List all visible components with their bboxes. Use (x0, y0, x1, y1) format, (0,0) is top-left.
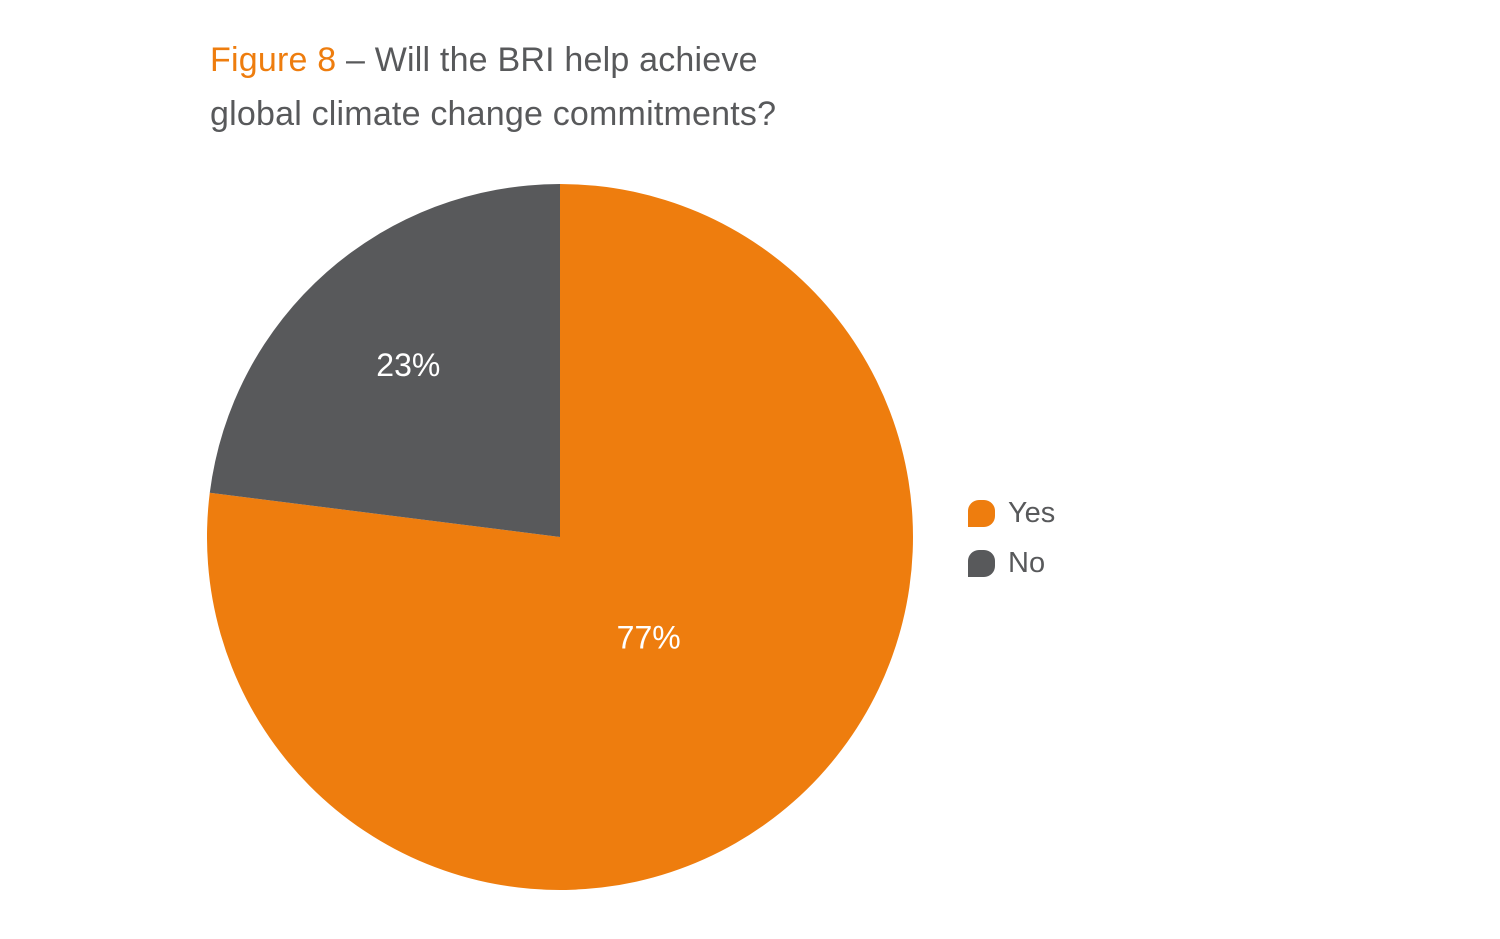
pie-chart: 77% 23% (207, 184, 913, 890)
chart-title: Figure 8 – Will the BRI help achieve glob… (210, 34, 776, 141)
legend-marker-no (968, 549, 995, 577)
slice-value-label-no: 23% (376, 347, 440, 383)
title-line2: global climate change commitments? (210, 94, 777, 133)
pie-slice-no (209, 184, 560, 537)
legend-label-no: No (1008, 546, 1046, 579)
legend: Yes No (968, 494, 1055, 594)
legend-marker-yes (968, 499, 995, 527)
pie-slice-yes (207, 184, 913, 890)
figure-label: Figure 8 (210, 41, 337, 79)
legend-item-no: No (968, 544, 1055, 582)
pie-svg: 77% 23% (207, 184, 913, 890)
slice-value-label-yes: 77% (617, 620, 681, 656)
legend-label-yes: Yes (1008, 496, 1056, 529)
title-line1: – Will the BRI help achieve (336, 41, 758, 79)
legend-item-yes: Yes (968, 494, 1055, 532)
